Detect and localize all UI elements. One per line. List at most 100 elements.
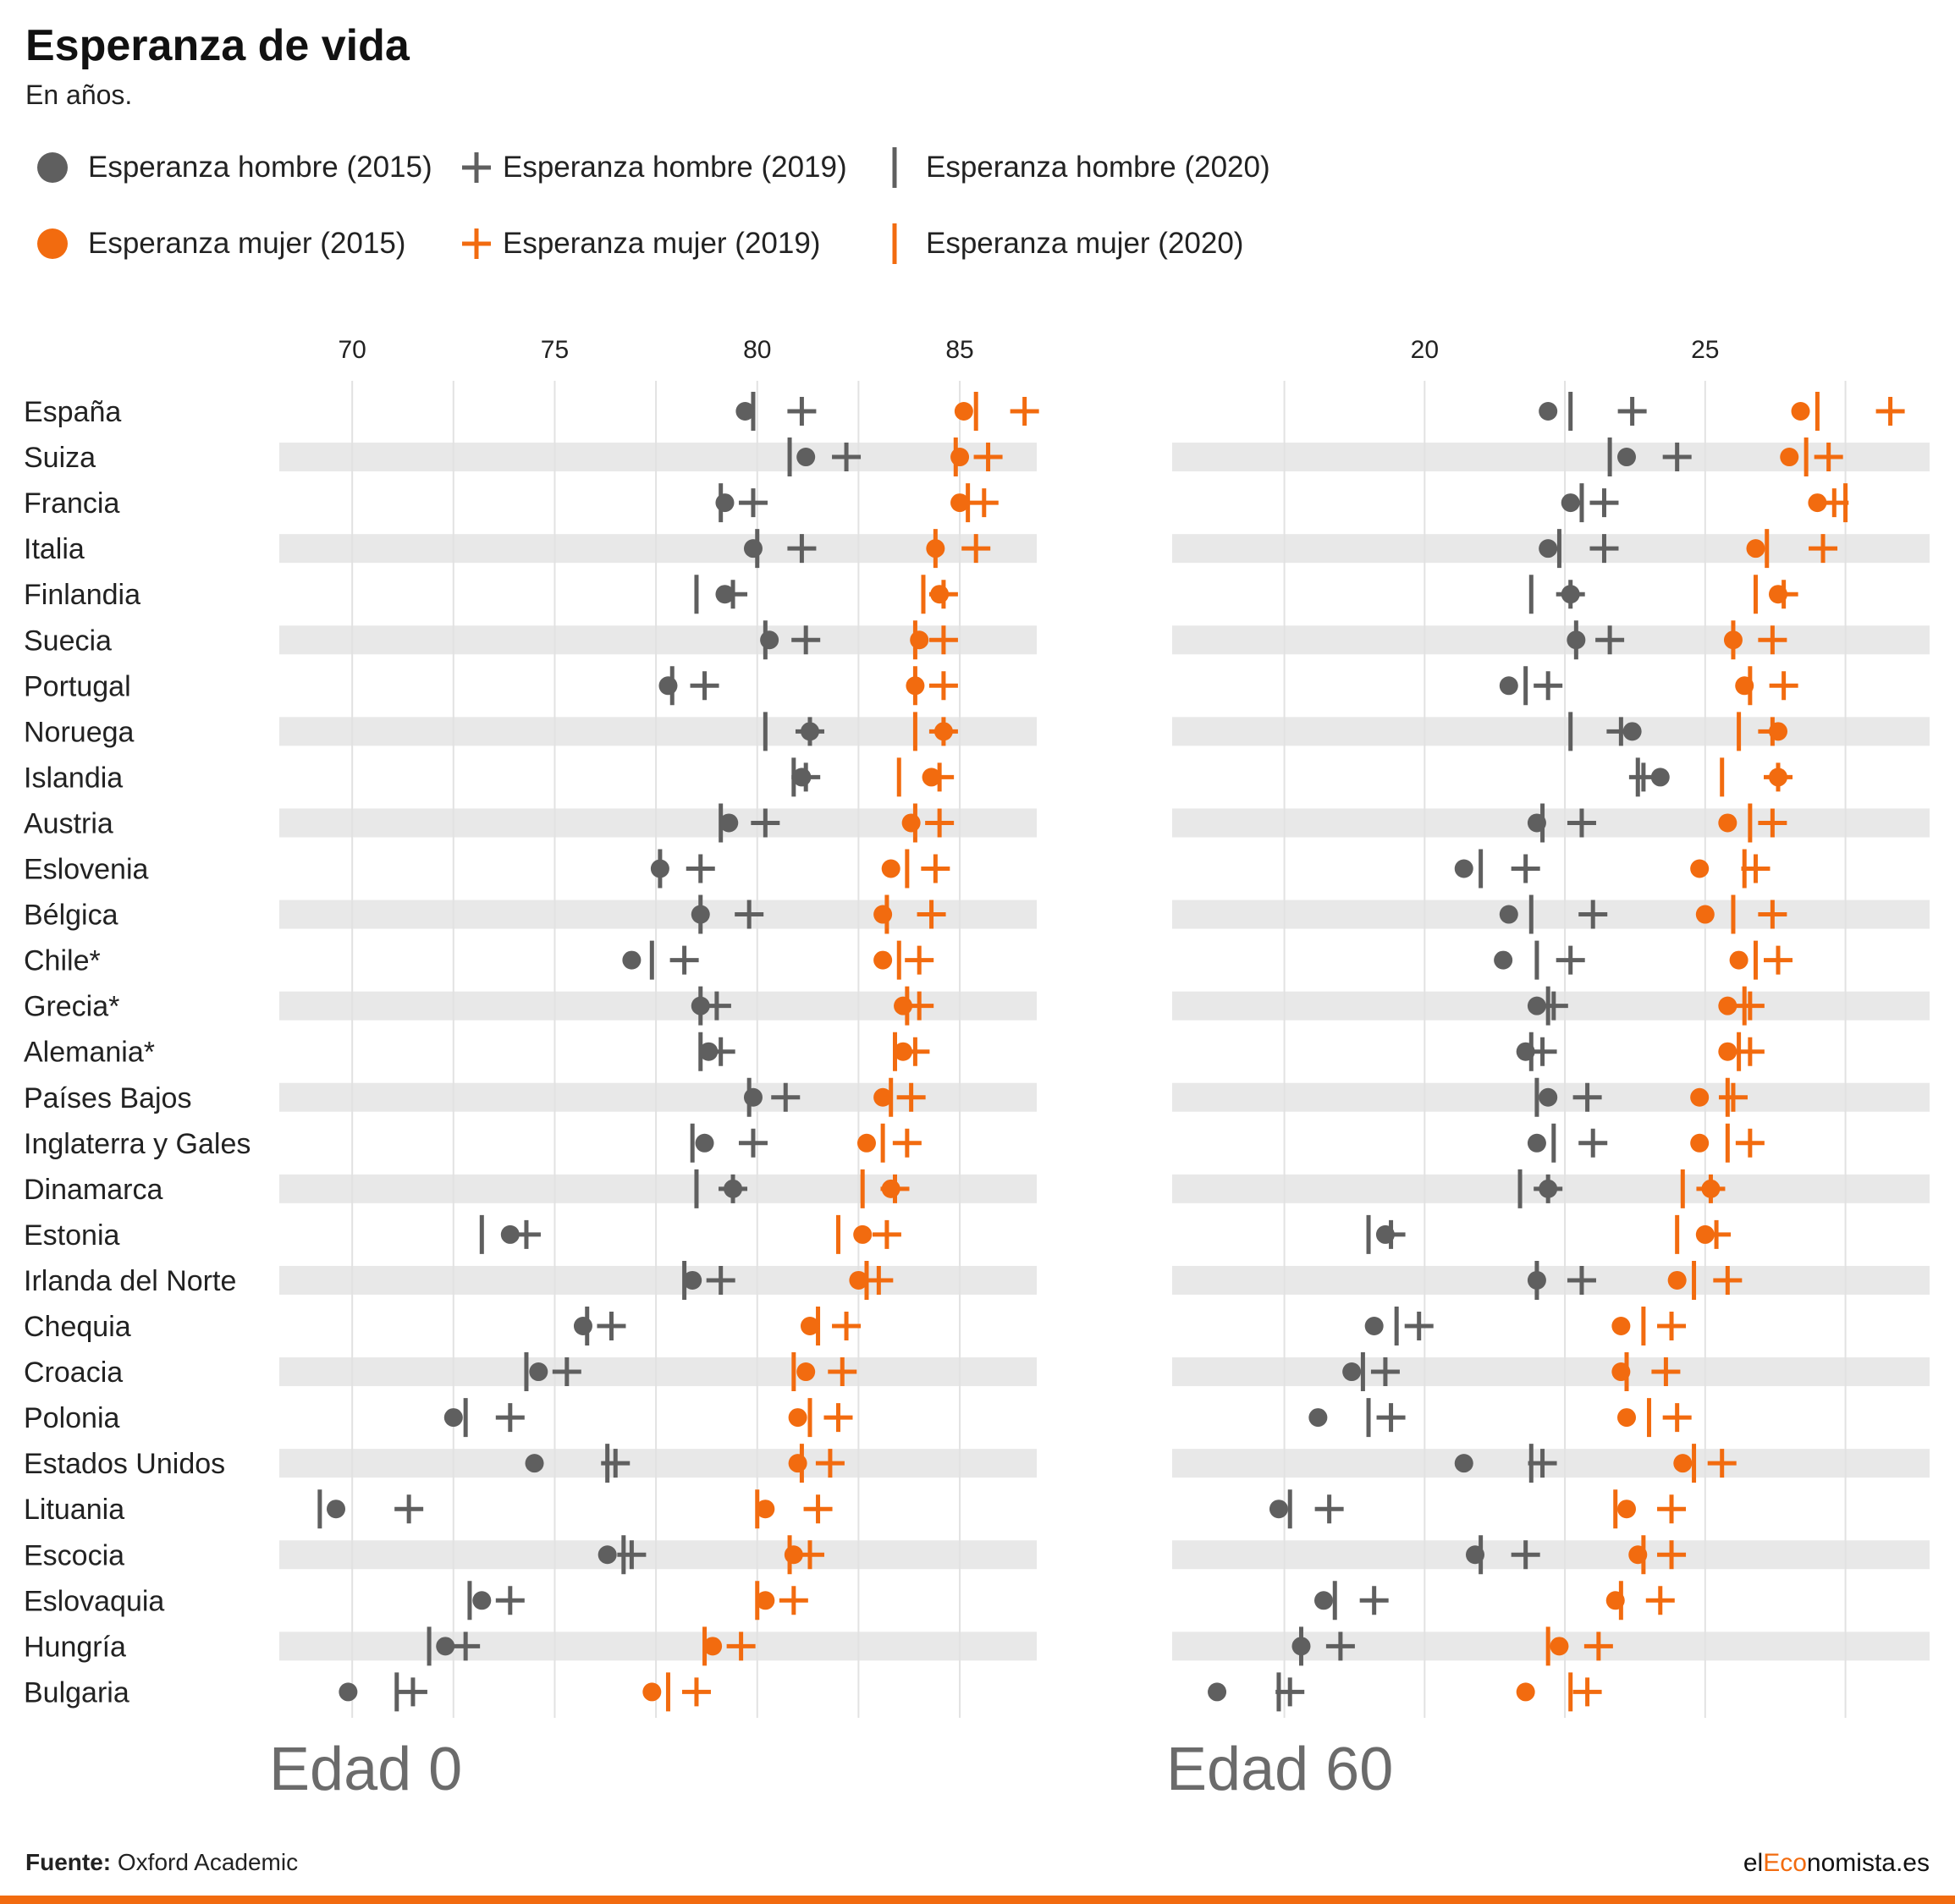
dot-mark (1567, 630, 1586, 650)
dot-mark (873, 950, 893, 970)
plus-mark (961, 534, 991, 564)
plus-mark (1651, 1357, 1681, 1387)
plus-mark (892, 1128, 922, 1158)
dot-mark (1617, 1408, 1636, 1428)
legend-item-women-2019: Esperanza mujer (2019) (460, 218, 820, 269)
row-band (1172, 900, 1930, 929)
dot-mark (1454, 1454, 1473, 1473)
plus-mark (735, 900, 764, 929)
dot-mark (901, 813, 921, 833)
dot-mark (1735, 676, 1754, 696)
plus-mark (905, 945, 934, 975)
x-tick-label: 70 (338, 336, 366, 364)
dot-mark (1539, 539, 1558, 559)
row-band (279, 717, 1037, 746)
dot-mark (622, 950, 642, 970)
dot-mark (1718, 996, 1737, 1015)
plus-mark (1359, 1586, 1389, 1615)
dot-mark (1650, 768, 1670, 787)
dot-mark (1723, 630, 1743, 650)
dot-mark (1466, 1545, 1484, 1565)
brand-suffix: nomista.es (1806, 1849, 1930, 1877)
row-band (279, 1357, 1037, 1387)
row-band (279, 900, 1037, 929)
plus-mark (1769, 671, 1798, 701)
x-tick-label: 20 (1411, 336, 1439, 364)
source-note: Fuente: Oxford Academic (25, 1849, 298, 1876)
plus-icon (462, 228, 491, 259)
dot-mark (1516, 1682, 1535, 1702)
dot-mark (735, 402, 755, 421)
plus-mark (1707, 1449, 1737, 1478)
dot-mark (1729, 950, 1748, 970)
chart-title: Esperanza de vida (25, 21, 410, 70)
x-tick-label: 85 (945, 336, 973, 364)
dot-mark (691, 996, 710, 1015)
row-band (1172, 1265, 1930, 1295)
source-label: Fuente: (25, 1849, 112, 1875)
dot-mark (1375, 1224, 1395, 1244)
plus-mark (686, 854, 715, 883)
plus-mark (1572, 1082, 1602, 1112)
plus-mark (1735, 1128, 1765, 1158)
country-label: Eslovenia (24, 854, 149, 886)
dot-mark (529, 1362, 548, 1382)
dot-mark (1499, 905, 1518, 924)
x-tick-label: 25 (1691, 336, 1719, 364)
dot-mark (642, 1682, 662, 1702)
row-band (1172, 808, 1930, 838)
dot-mark (1791, 402, 1810, 421)
plus-mark (787, 534, 817, 564)
plus-mark (1758, 808, 1787, 838)
plus-mark (1764, 945, 1793, 975)
country-label: Alemania* (24, 1037, 155, 1069)
bar-icon (892, 223, 897, 264)
dot-mark (743, 539, 763, 559)
dot-mark (1617, 1500, 1636, 1519)
dot-mark (683, 1270, 702, 1290)
plus-mark (917, 900, 946, 929)
country-label: Chequia (24, 1311, 131, 1343)
legend-item-women-2015: Esperanza mujer (2015) (34, 218, 405, 269)
plus-icon (462, 152, 491, 183)
dot-mark (1769, 585, 1787, 604)
country-label: Islandia (24, 762, 123, 794)
dot-mark (436, 1637, 455, 1656)
dot-mark (658, 676, 678, 696)
country-label: Estonia (24, 1219, 119, 1252)
plus-mark (1275, 1677, 1305, 1707)
dot-mark (881, 859, 900, 878)
row-band (1172, 1540, 1930, 1570)
plus-mark (828, 1357, 857, 1387)
dot-mark (715, 585, 735, 604)
country-label: Polonia (24, 1402, 120, 1434)
row-band (279, 808, 1037, 838)
dot-mark (873, 905, 893, 924)
plus-mark (1758, 625, 1787, 655)
plus-mark (1325, 1632, 1355, 1661)
row-band (279, 1449, 1037, 1478)
dot-mark (1527, 1270, 1546, 1290)
country-label: Lituania (24, 1494, 124, 1526)
dot-mark (650, 859, 669, 878)
dot-mark (1539, 402, 1558, 421)
plus-mark (1657, 1312, 1687, 1340)
dot-mark (1769, 722, 1787, 741)
dot-mark (849, 1270, 868, 1290)
dot-mark (1314, 1591, 1333, 1610)
dot-mark (1605, 1591, 1625, 1610)
plus-mark (1735, 1037, 1765, 1066)
brand-logo[interactable]: elEconomista.es (1743, 1849, 1930, 1878)
dot-mark (743, 1087, 763, 1107)
dot-mark (1308, 1408, 1328, 1428)
plus-mark (832, 1312, 862, 1340)
country-label: Escocia (24, 1539, 124, 1571)
brand-prefix: el (1743, 1849, 1764, 1877)
plus-mark (552, 1357, 581, 1387)
plus-mark (1010, 397, 1039, 426)
row-band (279, 1265, 1037, 1295)
dot-mark (1695, 905, 1715, 924)
plus-mark (394, 1494, 424, 1524)
plus-mark (832, 443, 862, 472)
plus-mark (779, 1586, 808, 1615)
